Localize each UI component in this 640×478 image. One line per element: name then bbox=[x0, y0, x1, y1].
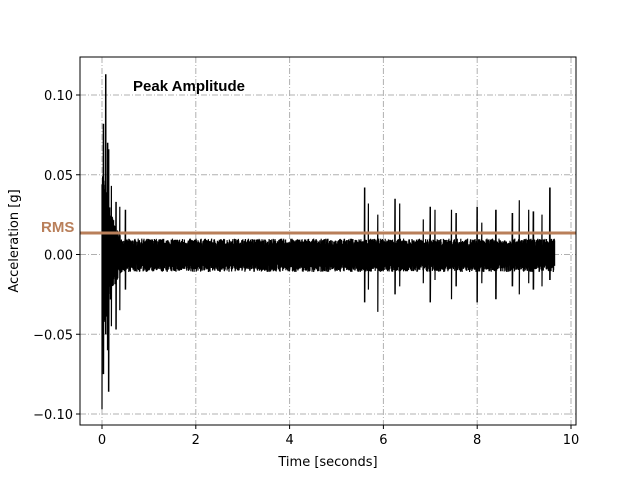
y-tick-label: 0.00 bbox=[44, 249, 73, 264]
y-tick-label: −0.10 bbox=[33, 408, 73, 423]
x-tick-label: 8 bbox=[473, 433, 481, 448]
axes-frame bbox=[79, 56, 577, 426]
rms-annotation: RMS bbox=[41, 219, 74, 236]
x-tick-label: 6 bbox=[379, 433, 387, 448]
peak-amplitude-annotation: Peak Amplitude bbox=[133, 78, 245, 95]
x-axis-label: Time [seconds] bbox=[277, 455, 377, 470]
y-tick-label: 0.05 bbox=[44, 169, 73, 184]
x-tick-label: 0 bbox=[98, 433, 106, 448]
x-axis-ticks: 0 2 4 6 8 10 bbox=[98, 425, 579, 448]
y-tick-label: −0.05 bbox=[33, 328, 73, 343]
y-axis-ticks: 0.10 0.05 0.00 −0.05 −0.10 bbox=[33, 89, 80, 423]
x-tick-label: 4 bbox=[285, 433, 293, 448]
y-axis-label: Acceleration [g] bbox=[7, 189, 22, 292]
x-tick-label: 10 bbox=[563, 433, 580, 448]
x-tick-label: 2 bbox=[192, 433, 200, 448]
acceleration-signal bbox=[101, 74, 556, 410]
y-tick-label: 0.10 bbox=[44, 89, 73, 104]
